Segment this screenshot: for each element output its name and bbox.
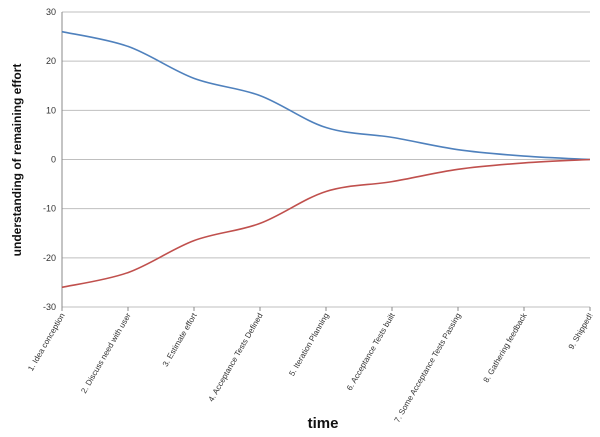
series-line-lower (61, 158, 591, 289)
y-tick-label: 10 (46, 105, 56, 115)
y-tick-labels: 30 20 10 0 -10 -20 -30 (43, 7, 56, 312)
series-line-upper (61, 30, 591, 161)
y-tick-label: 30 (46, 7, 56, 17)
x-tick-label: 1. Idea conception (26, 312, 66, 373)
y-tick-label: 0 (51, 155, 56, 165)
x-tick-label: 7. Some Acceptance Tests Passing (393, 312, 463, 425)
x-tick-label: 6. Acceptance Tests built (345, 311, 397, 392)
y-tick-label: 20 (46, 56, 56, 66)
x-tick-label: 8. Gathering feedback (482, 311, 530, 385)
y-axis-title: understanding of remaining effort (10, 64, 24, 257)
series-lines (61, 30, 591, 289)
x-tick-label: 4. Acceptance Tests Defined (207, 312, 265, 404)
grid-lines (61, 11, 590, 308)
y-tick-label: -10 (43, 204, 56, 214)
x-tick-label: 9. Shipped! (567, 312, 595, 352)
x-tick-labels: 1. Idea conception 2. Discuss need with u… (26, 307, 595, 425)
y-tick-label: -30 (43, 302, 56, 312)
x-tick-label: 2. Discuss need with user (79, 311, 133, 395)
x-axis-title: time (308, 415, 339, 432)
x-tick-label: 5. Iteration Planning (287, 312, 330, 378)
x-tick-label: 3. Estimate effort (161, 311, 199, 368)
y-tick-label: -20 (43, 253, 56, 263)
